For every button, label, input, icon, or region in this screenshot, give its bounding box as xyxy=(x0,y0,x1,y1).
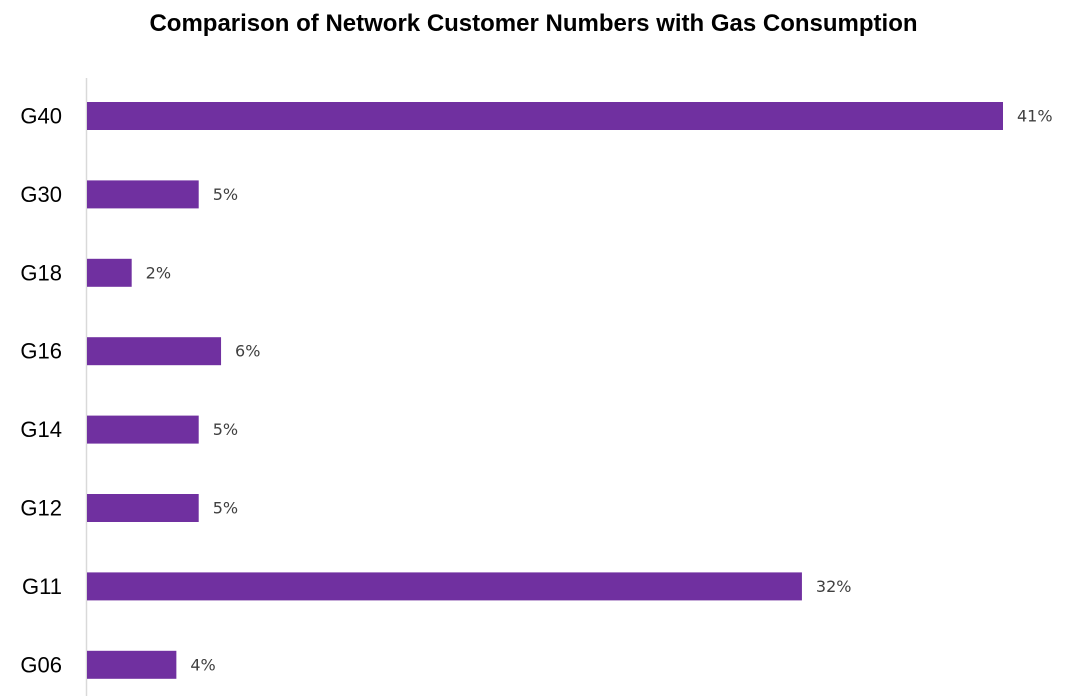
chart-title: Comparison of Network Customer Numbers w… xyxy=(149,10,918,37)
value-label-g18: 2% xyxy=(146,263,171,282)
value-label-g06: 4% xyxy=(190,655,215,674)
bar-g16 xyxy=(87,337,222,366)
category-label-g18: G18 xyxy=(20,260,62,285)
category-label-g16: G16 xyxy=(20,339,62,364)
value-label-g16: 6% xyxy=(235,342,260,361)
value-label-g12: 5% xyxy=(213,499,238,518)
value-label-g14: 5% xyxy=(213,420,238,439)
value-label-g40: 41% xyxy=(1017,107,1053,126)
category-label-g30: G30 xyxy=(20,182,62,207)
bar-g40 xyxy=(87,102,1003,130)
category-label-g12: G12 xyxy=(20,496,62,521)
bar-g18 xyxy=(87,258,132,287)
value-labels-group: 41% 5% 2% 6% 5% 5% 32% 4% xyxy=(146,107,1053,675)
bars-group xyxy=(87,102,1003,679)
value-label-g30: 5% xyxy=(213,185,238,204)
category-label-g06: G06 xyxy=(20,652,62,677)
category-label-g14: G14 xyxy=(20,417,62,442)
category-label-g40: G40 xyxy=(20,104,62,129)
bar-g11 xyxy=(87,572,802,601)
bar-g12 xyxy=(87,494,199,522)
bar-g14 xyxy=(87,415,199,444)
bar-g06 xyxy=(87,650,177,679)
value-label-g11: 32% xyxy=(816,577,852,596)
category-labels-group: G40 G30 G18 G16 G14 G12 G11 G06 xyxy=(20,104,62,678)
bar-g30 xyxy=(87,180,199,209)
category-label-g11: G11 xyxy=(22,574,62,599)
